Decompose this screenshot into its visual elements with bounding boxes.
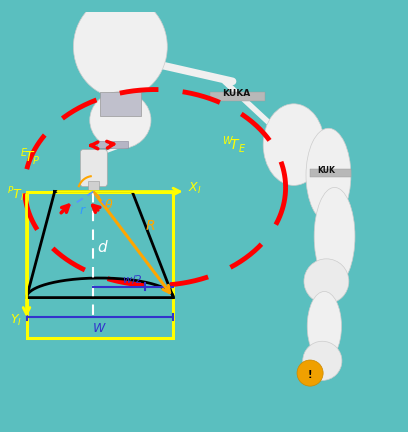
Text: $Y_{I}$: $Y_{I}$ [10,312,22,327]
Text: $\theta$: $\theta$ [104,198,113,212]
Text: $^{E}\!T_{P}$: $^{E}\!T_{P}$ [20,146,40,167]
Bar [310,169,351,177]
Bar [27,191,173,338]
Text: $R$: $R$ [145,219,155,233]
Bar [100,92,141,116]
Ellipse shape [306,128,351,222]
Text: $W$: $W$ [92,322,106,335]
Text: KUK: KUK [317,166,335,175]
Circle shape [297,360,323,386]
Bar [97,140,128,148]
Text: $^{W}\!T_{E}$: $^{W}\!T_{E}$ [222,134,247,155]
Text: $d$: $d$ [97,238,109,254]
Ellipse shape [73,0,167,98]
Ellipse shape [90,92,151,149]
Ellipse shape [307,292,341,361]
Ellipse shape [263,104,324,185]
Ellipse shape [304,259,349,304]
Text: $X_{I}$: $X_{I}$ [188,181,201,196]
Bar [210,92,265,101]
Text: !: ! [308,370,313,380]
FancyBboxPatch shape [80,149,107,187]
Bar [88,181,99,194]
Text: $r$: $r$ [79,204,86,217]
Ellipse shape [303,341,342,381]
Text: KUKA: KUKA [222,89,251,98]
Text: $w/2$: $w/2$ [122,273,143,286]
Ellipse shape [314,187,355,286]
Text: $^{P}T_{I}$: $^{P}T_{I}$ [7,185,25,204]
